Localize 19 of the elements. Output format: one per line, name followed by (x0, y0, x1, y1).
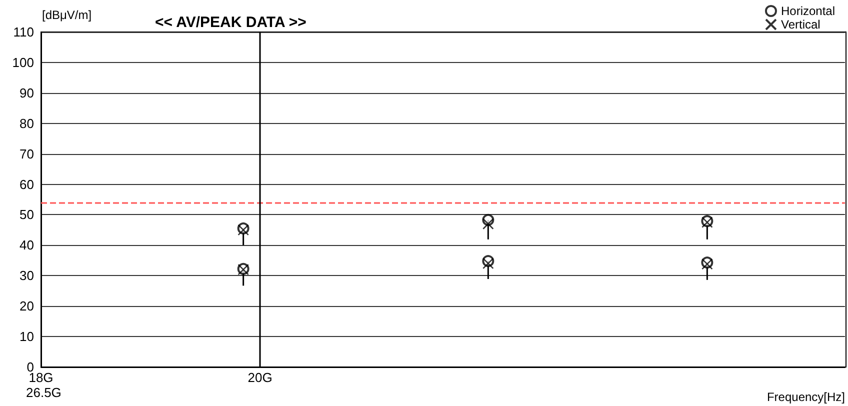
y-tick-label: 60 (20, 176, 34, 192)
y-tick-label: 70 (20, 146, 34, 162)
y-axis-title: [dBμV/m] (42, 8, 92, 22)
legend-label: Horizontal (780, 4, 836, 18)
y-tick-label: 30 (20, 268, 34, 284)
y-tick-label: 100 (12, 54, 34, 70)
y-tick-label: 10 (20, 329, 34, 344)
y-tick-label: 40 (20, 238, 34, 253)
chart-title: << AV/PEAK DATA >> (155, 14, 307, 31)
text: 26.5G (26, 385, 62, 400)
x-tick-label: 20G (248, 370, 272, 385)
y-tick-label: 80 (20, 116, 34, 131)
legend-label: Vertical (780, 18, 820, 32)
y-tick-label: 20 (20, 298, 34, 314)
y-tick-label: 50 (20, 207, 34, 222)
y-tick-label: 0 (26, 360, 34, 374)
y-tick-label: 110 (13, 24, 34, 40)
y-tick-label: 90 (20, 85, 34, 100)
x-axis-title: Frequency[Hz] (766, 390, 845, 404)
